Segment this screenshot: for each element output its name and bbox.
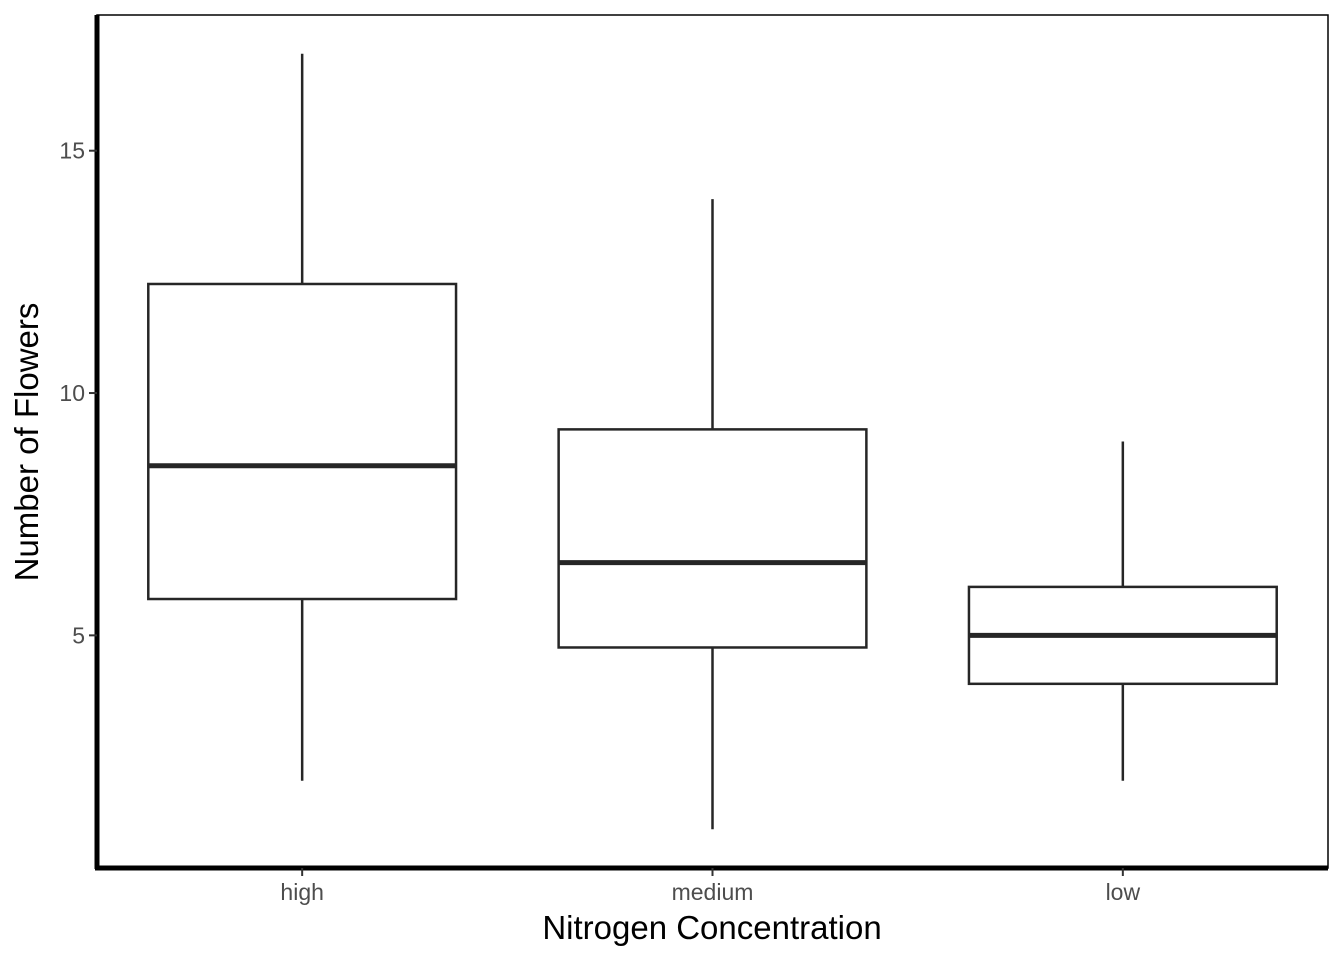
boxes-layer xyxy=(147,53,1278,830)
box-low xyxy=(967,441,1278,781)
y-tick-label: 15 xyxy=(59,138,85,164)
x-tick-label: high xyxy=(280,879,323,905)
box-high xyxy=(147,53,458,781)
iqr-box xyxy=(557,428,868,649)
y-tick-label: 5 xyxy=(72,622,85,648)
x-tick-label: low xyxy=(1106,879,1141,905)
box-medium xyxy=(557,199,868,830)
x-tick-label: medium xyxy=(672,879,754,905)
iqr-box xyxy=(147,282,458,601)
x-axis-title: Nitrogen Concentration xyxy=(542,909,881,946)
ticks-layer: high medium low 5 10 15 xyxy=(59,138,1140,905)
y-axis-title: Number of Flowers xyxy=(8,303,45,582)
y-tick-label: 10 xyxy=(59,380,85,406)
